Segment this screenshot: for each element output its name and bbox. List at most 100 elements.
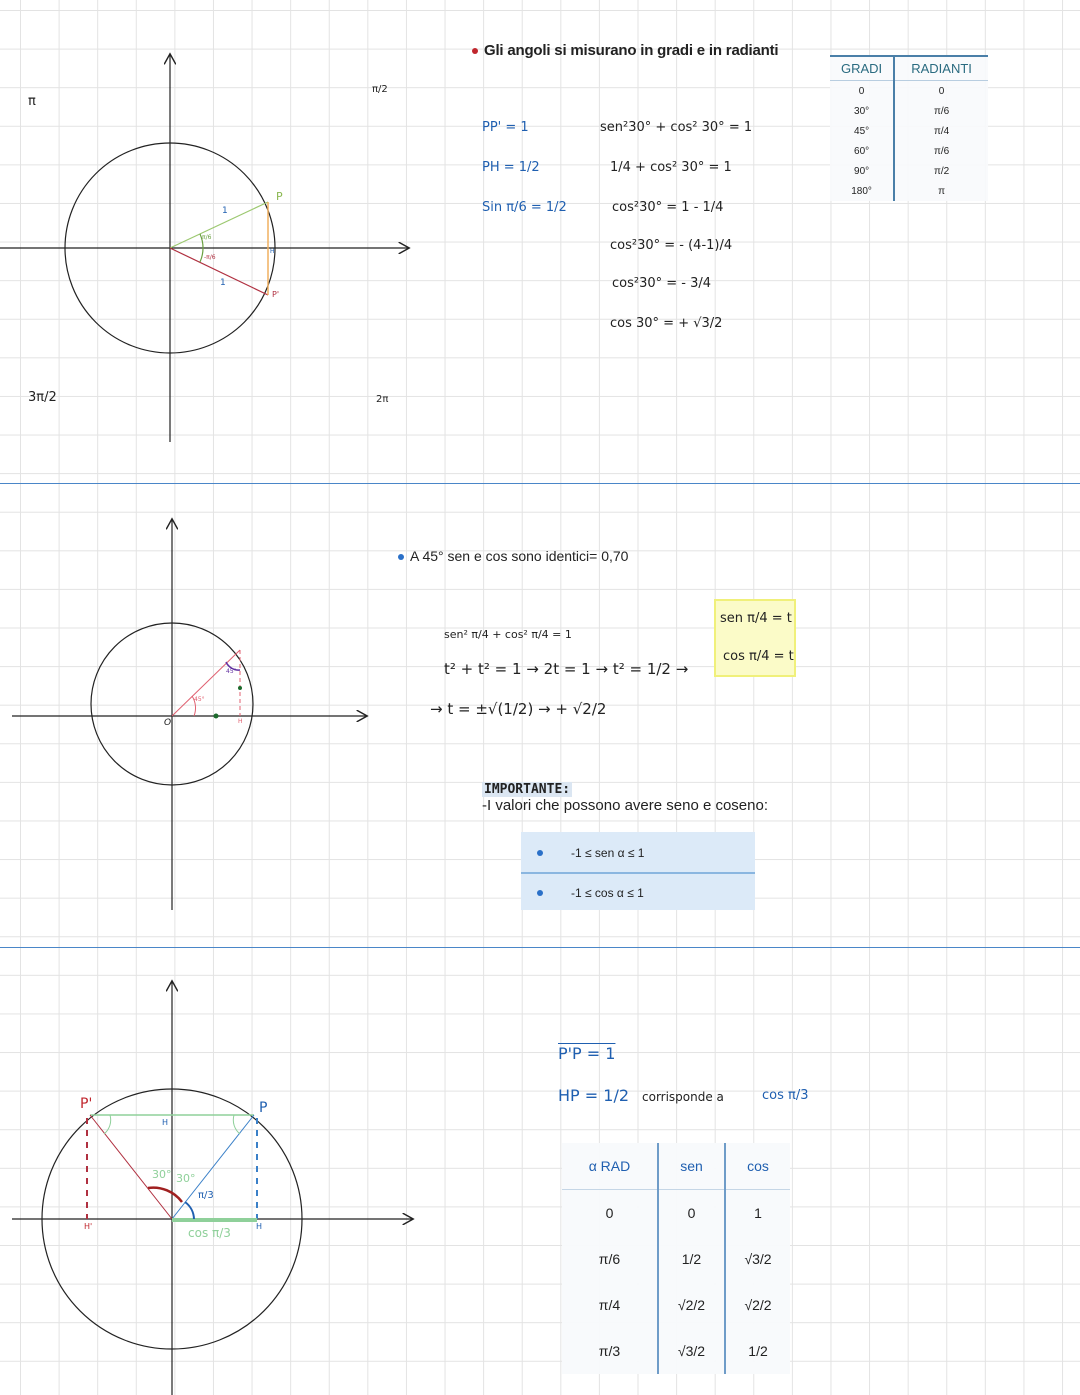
- important-label-text: IMPORTANTE:: [482, 782, 573, 797]
- label-angle-30: 30°: [152, 1168, 172, 1181]
- bullet-icon: [472, 48, 478, 55]
- equation-step: t² + t² = 1 → 2t = 1 → t² = 1/2 →: [444, 660, 689, 678]
- label-angle-45: 45°: [194, 696, 205, 703]
- heading-text: Gli angoli si misurano in gradi e in rad…: [484, 42, 779, 59]
- label-angle-30: 30°: [176, 1172, 196, 1185]
- label-h: H: [270, 248, 275, 255]
- heading-text: A 45° sen e cos sono identici= 0,70: [410, 548, 629, 564]
- cell: π/4: [933, 125, 950, 137]
- label-origin: O: [164, 718, 172, 728]
- bullet-icon: [537, 890, 543, 896]
- table-row: 90° π/2: [830, 161, 988, 181]
- cell: 60°: [830, 141, 896, 161]
- bullet-heading: Gli angoli si misurano in gradi e in rad…: [472, 42, 779, 59]
- angle-arc: [191, 695, 196, 717]
- cell: π/3: [562, 1328, 659, 1374]
- label-one: 1: [222, 206, 228, 216]
- angle-arc: [199, 233, 204, 263]
- unit-circle: [90, 622, 254, 786]
- angle-arc: [232, 1114, 241, 1135]
- label-pi-half: π/2: [372, 84, 388, 95]
- column-header: α RAD: [562, 1143, 659, 1190]
- label-pi: π: [28, 94, 36, 109]
- angle-arc: [103, 1114, 112, 1135]
- cell: π/2: [933, 165, 950, 177]
- equation-step: 1/4 + cos² 30° = 1: [610, 160, 732, 175]
- label-h-prime: H': [84, 1222, 93, 1231]
- cell: 1/2: [657, 1236, 727, 1282]
- label-one: 1: [220, 278, 226, 288]
- highlight-line: cos π/4 = t: [723, 649, 794, 664]
- label-three-pi-half: 3π/2: [28, 390, 57, 405]
- cell: 0: [562, 1189, 659, 1236]
- cell: 90°: [830, 161, 896, 181]
- point: [213, 713, 219, 719]
- equation-step: sen² π/4 + cos² π/4 = 1: [444, 628, 572, 641]
- column-header: cos: [725, 1143, 790, 1190]
- column-header: RADIANTI: [894, 56, 988, 81]
- cell: 1: [754, 1205, 762, 1221]
- table-row: π/4 √2/2 √2/2: [562, 1282, 790, 1328]
- unit-circle: [64, 142, 276, 354]
- cell: π/4: [562, 1282, 659, 1328]
- highlight-box: sen π/4 = t cos π/4 = t: [714, 599, 796, 677]
- segment-op-prime: [169, 247, 269, 296]
- bullet-icon: [398, 554, 404, 561]
- equation-step: cos²30° = 1 - 1/4: [612, 200, 724, 215]
- equation-step: cos²30° = - 3/4: [612, 276, 712, 291]
- note-line: P'P = 1: [558, 1044, 616, 1063]
- label-pi-third: π/3: [198, 1190, 214, 1201]
- label-two-pi: 2π: [376, 394, 389, 405]
- cell: √2/2: [744, 1297, 772, 1313]
- cell: √2/2: [657, 1282, 727, 1328]
- angle-arc-red: [147, 1186, 183, 1203]
- equation-step: sen²30° + cos² 30° = 1: [600, 120, 753, 135]
- radius-p: [171, 1114, 255, 1220]
- range-row: -1 ≤ cos α ≤ 1: [521, 874, 755, 912]
- column-header: GRADI: [830, 56, 896, 81]
- angle-arc: [225, 661, 241, 671]
- cell: √3/2: [744, 1251, 772, 1267]
- label-angle-45: 45°: [226, 668, 237, 675]
- unit-circle-diagram-60deg: [12, 970, 420, 1395]
- equation-step: cos²30° = - (4-1)/4: [610, 238, 733, 253]
- label-p: P: [276, 190, 283, 203]
- cell: π/6: [933, 105, 950, 117]
- section-divider: [0, 483, 1080, 484]
- cell: π: [938, 185, 946, 197]
- segment-op: [169, 201, 269, 249]
- cos-value: cos π/3: [762, 1088, 809, 1103]
- cell: 45°: [830, 121, 896, 141]
- cell: √3/2: [657, 1328, 727, 1374]
- important-text: -I valori che possono avere seno e cosen…: [482, 797, 769, 814]
- section-divider: [0, 947, 1080, 948]
- label-p-prime: P': [272, 290, 280, 299]
- label-cos-pi-third: cos π/3: [188, 1226, 231, 1240]
- important-label: IMPORTANTE:: [482, 780, 573, 798]
- label-angle-neg-pi-sixth: -π/6: [204, 254, 216, 261]
- unit-circle-diagram-45deg: [12, 500, 380, 910]
- cell: π/6: [933, 145, 950, 157]
- column-header: sen: [657, 1143, 727, 1190]
- note-line: HP = 1/2: [558, 1086, 630, 1105]
- label-h-top: H: [162, 1118, 169, 1127]
- range-row: -1 ≤ sen α ≤ 1: [521, 834, 755, 874]
- label-p: P: [259, 1100, 268, 1116]
- cell: π/6: [562, 1236, 659, 1282]
- equation-step: → t = ±√(1/2) → + √2/2: [430, 700, 607, 718]
- note-line: PH = 1/2: [482, 160, 540, 175]
- equation-step: cos 30° = + √3/2: [610, 316, 723, 331]
- cell: 30°: [830, 101, 896, 121]
- table-row: 45° π/4: [830, 121, 988, 141]
- angle-arc-pi-third: [184, 1201, 195, 1220]
- table-row: 60° π/6: [830, 141, 988, 161]
- table-row: 180° π: [830, 181, 988, 201]
- corresponds-text: corrisponde a: [642, 1090, 724, 1104]
- label-h: H: [238, 718, 243, 725]
- radius-p-prime: [89, 1114, 173, 1220]
- radius-45: [171, 649, 241, 717]
